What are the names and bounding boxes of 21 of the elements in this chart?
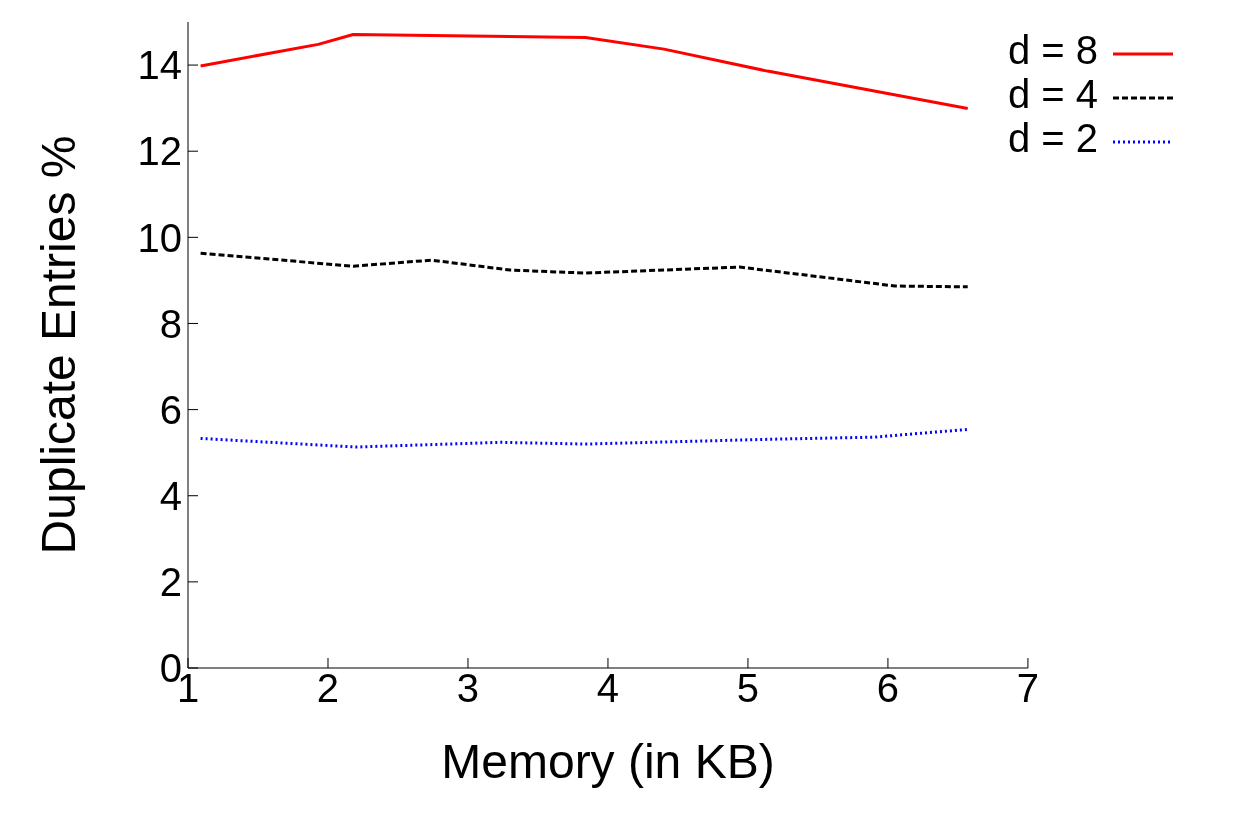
x-tick-label: 4 [596,666,620,711]
x-tick-label: 6 [876,666,900,711]
y-tick-label: 2 [159,560,182,605]
y-tick-label: 4 [159,473,182,518]
y-axis-title: Duplicate Entries % [32,135,86,555]
y-tick-label: 12 [137,129,182,174]
legend-label: d = 2 [1007,116,1099,160]
x-axis-title: Memory (in KB) [441,735,775,788]
y-tick-label: 8 [159,301,182,346]
x-tick-label: 5 [736,666,760,711]
x-tick-label: 2 [316,666,340,711]
line-series [199,32,970,111]
line-series [199,427,970,449]
y-tick-label: 6 [159,387,182,432]
x-tick-label: 7 [1016,666,1040,711]
legend-label: d = 4 [1007,72,1099,116]
line-series [199,251,970,289]
x-tick-label: 3 [456,666,480,711]
y-tick-label: 14 [137,43,182,88]
y-tick-label: 10 [137,215,182,260]
legend-label: d = 8 [1007,28,1099,72]
